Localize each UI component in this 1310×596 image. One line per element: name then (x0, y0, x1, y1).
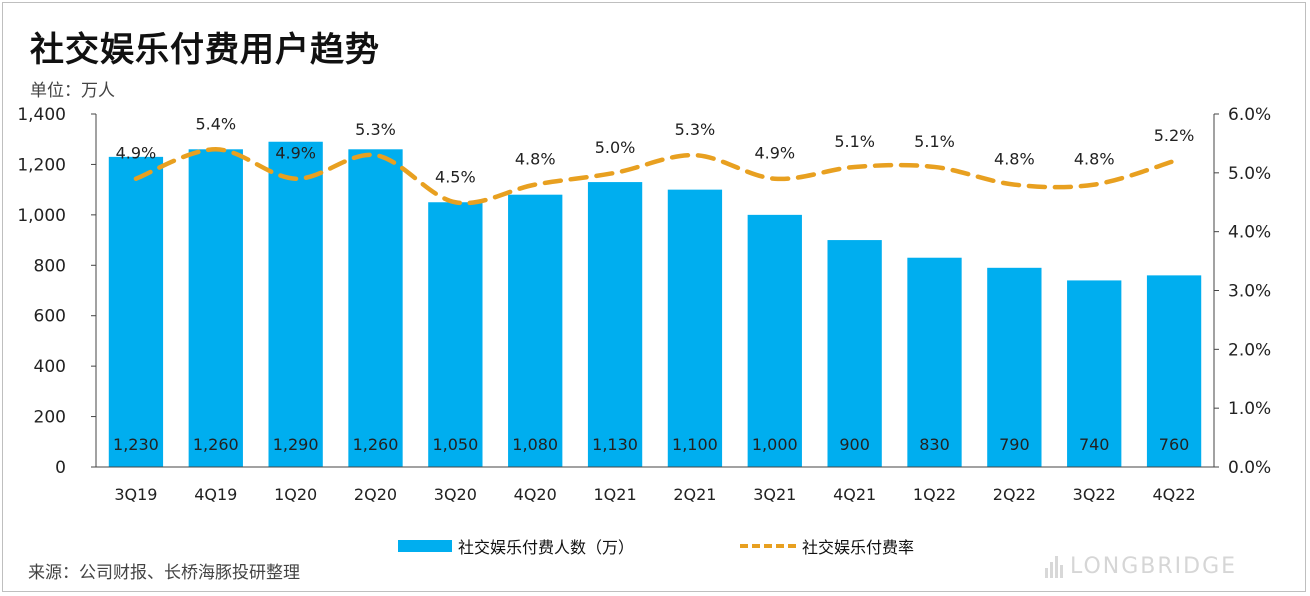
line-value-label: 4.9% (754, 144, 795, 163)
x-axis-tick-label: 1Q22 (913, 485, 956, 504)
bar (667, 189, 723, 467)
x-axis-tick-label: 2Q20 (354, 485, 397, 504)
line-value-label: 5.1% (914, 132, 955, 151)
right-axis-tick-label: 0.0% (1228, 458, 1271, 478)
left-axis-tick-label: 1,000 (17, 206, 66, 226)
x-axis-tick-label: 3Q19 (114, 485, 157, 504)
bar-value-label: 1,080 (512, 435, 558, 454)
x-axis-tick-label: 2Q22 (993, 485, 1036, 504)
legend-swatch-bar (398, 540, 452, 552)
bar (987, 267, 1042, 467)
left-axis-tick-label: 800 (34, 256, 66, 276)
line-value-label: 5.3% (355, 120, 396, 139)
right-axis-tick-label: 2.0% (1228, 340, 1271, 360)
bar (108, 156, 164, 467)
line-value-label: 4.8% (1074, 150, 1115, 169)
left-axis-tick-label: 1,400 (17, 105, 66, 125)
line-value-label: 4.8% (994, 150, 1035, 169)
bar-value-label: 790 (999, 435, 1030, 454)
watermark-brand: LONGBRIDGE (1070, 554, 1238, 579)
bar-value-label: 1,100 (672, 435, 718, 454)
right-axis-tick-label: 5.0% (1228, 164, 1271, 184)
bar (1067, 280, 1122, 467)
line-value-label: 4.5% (435, 167, 476, 186)
bar-value-label: 740 (1079, 435, 1110, 454)
right-axis-tick-label: 3.0% (1228, 282, 1271, 302)
legend-label-bar: 社交娱乐付费人数（万） (458, 538, 635, 557)
left-axis-tick-label: 1,200 (17, 155, 66, 175)
x-axis-tick-label: 4Q20 (514, 485, 557, 504)
x-axis-tick-label: 4Q19 (194, 485, 237, 504)
right-axis-tick-label: 1.0% (1228, 399, 1271, 419)
line-value-label: 4.8% (515, 150, 556, 169)
right-axis-tick-label: 4.0% (1228, 223, 1271, 243)
x-axis-tick-label: 4Q21 (833, 485, 876, 504)
x-axis-tick-label: 1Q20 (274, 485, 317, 504)
source-note: 来源：公司财报、长桥海豚投研整理 (28, 563, 300, 583)
x-axis-tick-label: 3Q21 (753, 485, 796, 504)
series-line-rate (133, 147, 1177, 206)
x-axis-tick-label: 3Q20 (434, 485, 477, 504)
line-value-label: 5.4% (195, 114, 236, 133)
bar-value-label: 1,230 (113, 435, 159, 454)
bar (428, 202, 483, 467)
bar (747, 214, 802, 467)
bar-value-label: 1,260 (193, 435, 239, 454)
line-point (694, 154, 696, 156)
legend-swatch-line (740, 544, 796, 548)
bar (348, 149, 403, 468)
bar (188, 149, 243, 468)
line-value-label: 4.9% (275, 144, 316, 163)
bar (907, 257, 962, 467)
unit-label: 单位：万人 (30, 81, 115, 101)
legend-item-line: 社交娱乐付费率 (740, 535, 914, 557)
left-axis-tick-label: 600 (34, 307, 66, 327)
x-axis-tick-label: 1Q21 (594, 485, 637, 504)
legend-item-bar: 社交娱乐付费人数（万） (398, 535, 634, 557)
left-axis-tick-label: 400 (34, 357, 66, 377)
line-value-label: 4.9% (116, 144, 157, 163)
bar-value-label: 1,130 (592, 435, 638, 454)
left-axis-tick-label: 0 (55, 458, 66, 478)
line-value-label: 5.1% (834, 132, 875, 151)
bar (587, 182, 643, 468)
bar (268, 141, 323, 467)
bar-value-label: 1,050 (432, 435, 478, 454)
right-axis-tick-label: 6.0% (1228, 105, 1271, 125)
line-value-label: 5.3% (675, 120, 716, 139)
bar-value-label: 830 (919, 435, 950, 454)
bar (1146, 275, 1202, 467)
line-value-label: 5.2% (1154, 126, 1195, 145)
bar-value-label: 900 (839, 435, 870, 454)
x-axis-tick-label: 3Q22 (1073, 485, 1116, 504)
chart-title: 社交娱乐付费用户趋势 (30, 30, 380, 70)
watermark-bars-icon (1045, 556, 1065, 578)
bar-value-label: 1,290 (273, 435, 319, 454)
bar (508, 194, 563, 467)
x-axis-tick-label: 2Q21 (673, 485, 716, 504)
left-axis-tick-label: 200 (34, 408, 66, 428)
legend-label-line: 社交娱乐付费率 (802, 538, 915, 557)
bar-value-label: 1,260 (353, 435, 399, 454)
bar-value-label: 760 (1159, 435, 1190, 454)
x-axis-tick-label: 4Q22 (1153, 485, 1196, 504)
bar (827, 240, 882, 467)
line-value-label: 5.0% (595, 138, 636, 157)
bar-value-label: 1,000 (752, 435, 798, 454)
